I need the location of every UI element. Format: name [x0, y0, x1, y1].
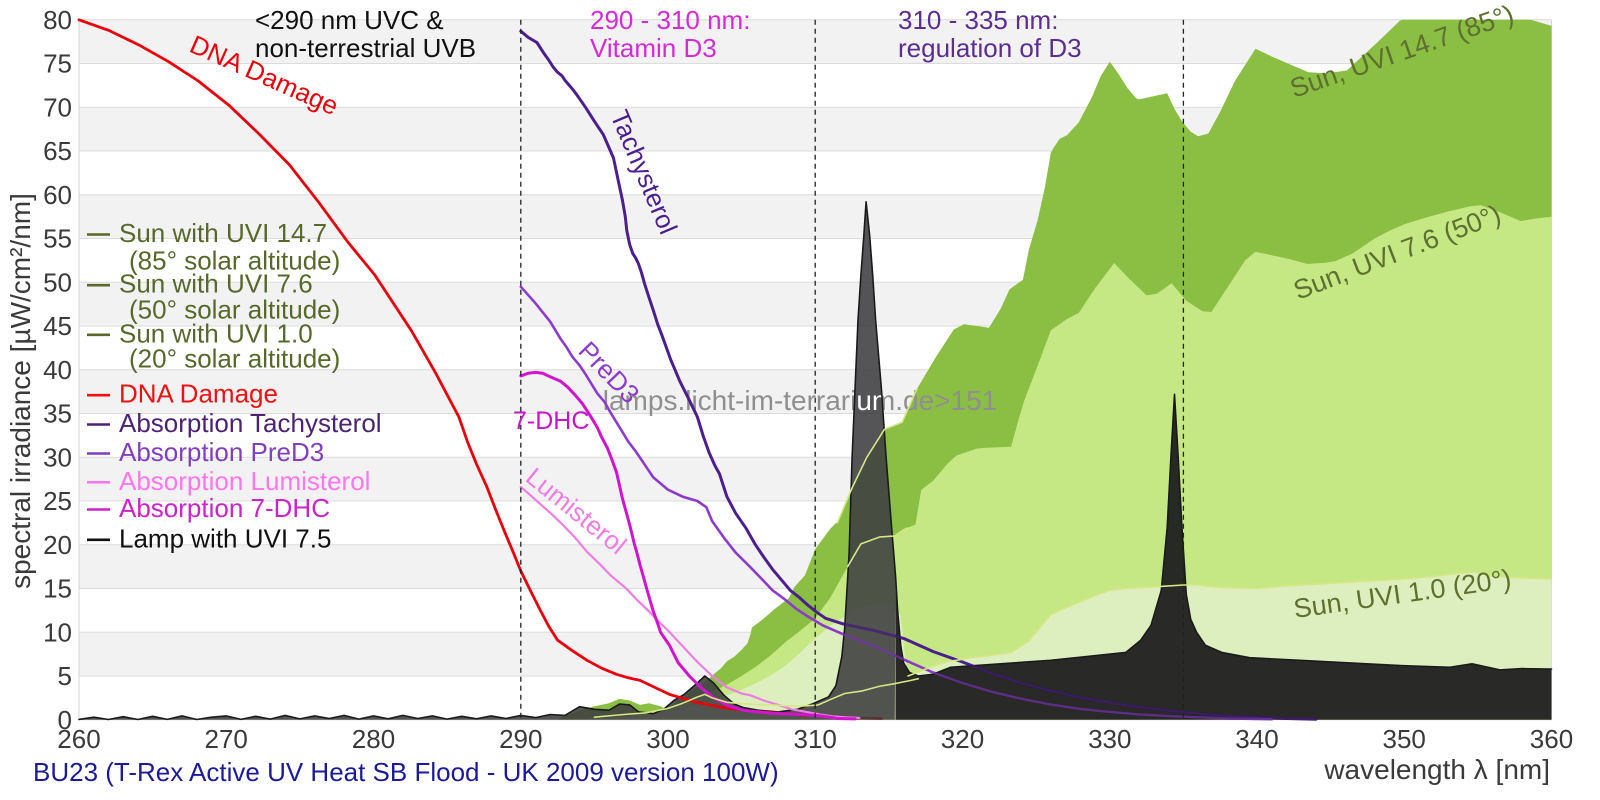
svg-text:Lamp with UVI 7.5: Lamp with UVI 7.5 — [119, 523, 331, 553]
svg-text:40: 40 — [43, 355, 72, 385]
svg-text:Vitamin D3: Vitamin D3 — [590, 33, 717, 63]
svg-text:310 - 335 nm:: 310 - 335 nm: — [898, 5, 1058, 35]
svg-text:Absorption Lumisterol: Absorption Lumisterol — [119, 466, 370, 496]
svg-text:25: 25 — [43, 486, 72, 516]
svg-text:10: 10 — [43, 617, 72, 647]
svg-text:7-DHC: 7-DHC — [513, 407, 589, 435]
svg-text:55: 55 — [43, 224, 72, 254]
svg-text:non-terrestrial UVB: non-terrestrial UVB — [255, 33, 476, 63]
svg-text:320: 320 — [941, 724, 984, 754]
svg-text:350: 350 — [1383, 724, 1426, 754]
svg-text:DNA Damage: DNA Damage — [119, 379, 278, 409]
svg-text:Absorption Tachysterol: Absorption Tachysterol — [119, 408, 382, 438]
svg-text:(50° solar altitude): (50° solar altitude) — [129, 295, 340, 325]
svg-text:280: 280 — [352, 724, 395, 754]
svg-text:(85° solar altitude): (85° solar altitude) — [129, 245, 340, 275]
svg-text:80: 80 — [43, 5, 72, 35]
svg-text:15: 15 — [43, 574, 72, 604]
svg-text:Sun with UVI 1.0: Sun with UVI 1.0 — [119, 318, 313, 348]
svg-text:300: 300 — [646, 724, 689, 754]
svg-text:Sun with UVI 7.6: Sun with UVI 7.6 — [119, 269, 313, 299]
svg-text:50: 50 — [43, 267, 72, 297]
svg-text:regulation of D3: regulation of D3 — [898, 33, 1082, 63]
svg-text:290: 290 — [499, 724, 542, 754]
svg-text:360: 360 — [1530, 724, 1573, 754]
svg-text:260: 260 — [57, 724, 100, 754]
svg-text:330: 330 — [1088, 724, 1131, 754]
svg-text:70: 70 — [43, 92, 72, 122]
svg-text:Sun with UVI 14.7: Sun with UVI 14.7 — [119, 218, 327, 248]
svg-text:75: 75 — [43, 49, 72, 79]
svg-text:BU23 (T-Rex Active UV Heat SB: BU23 (T-Rex Active UV Heat SB Flood - UK… — [33, 757, 779, 787]
svg-text:45: 45 — [43, 311, 72, 341]
svg-text:spectral irradiance [µW/cm²/nm: spectral irradiance [µW/cm²/nm] — [5, 193, 36, 589]
svg-text:(20° solar altitude): (20° solar altitude) — [129, 343, 340, 373]
svg-text:30: 30 — [43, 442, 72, 472]
svg-text:Absorption PreD3: Absorption PreD3 — [119, 437, 324, 467]
svg-text:340: 340 — [1235, 724, 1278, 754]
svg-text:35: 35 — [43, 399, 72, 429]
svg-text:lamps.licht-im-terrarium.de>15: lamps.licht-im-terrarium.de>151 — [603, 385, 997, 416]
svg-text:wavelength λ [nm]: wavelength λ [nm] — [1323, 754, 1550, 785]
svg-text:60: 60 — [43, 180, 72, 210]
svg-text:310: 310 — [794, 724, 837, 754]
svg-text:<290 nm UVC &: <290 nm UVC & — [255, 5, 444, 35]
svg-text:5: 5 — [58, 661, 72, 691]
svg-text:270: 270 — [205, 724, 248, 754]
svg-text:Absorption 7-DHC: Absorption 7-DHC — [119, 493, 330, 523]
svg-text:290 - 310 nm:: 290 - 310 nm: — [590, 5, 750, 35]
svg-text:20: 20 — [43, 530, 72, 560]
svg-text:65: 65 — [43, 136, 72, 166]
svg-text:0: 0 — [58, 705, 72, 735]
